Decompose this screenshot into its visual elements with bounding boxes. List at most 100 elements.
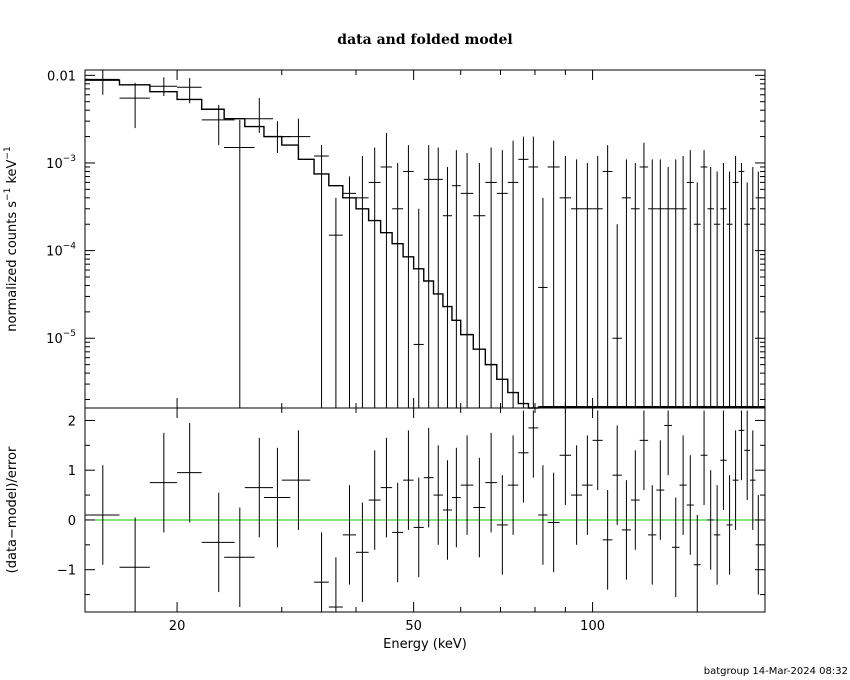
residual-point [263,447,291,548]
residual-point [356,502,369,603]
data-point [518,136,529,408]
residual-point [547,472,560,573]
data-point [368,147,381,408]
data-point [413,208,424,408]
residual-point [496,475,508,575]
chart-title: data and folded model [337,32,512,48]
residual-point [119,517,150,612]
data-point [671,159,680,408]
data-point [693,182,701,408]
residual-point [693,514,701,612]
data-point [679,156,687,408]
residual-point [507,435,519,535]
data-point [732,156,739,408]
residual-point [571,445,583,545]
data-point [582,162,593,408]
data-point [442,166,452,408]
y-tick-label: 10−3 [46,154,76,172]
spectrum-y-axis-label: normalized counts s−1 keV−1 [3,146,20,331]
residual-point [177,422,202,523]
residual-point [460,435,474,535]
residual-point [602,490,613,590]
x-axis-label: Energy (keV) [383,637,467,652]
residual-point [679,435,687,535]
y-tick-label: 1 [68,464,76,479]
data-point [314,145,329,408]
residual-point [732,430,739,530]
data-point [559,156,572,408]
data-point [750,166,756,408]
residual-point [738,410,745,481]
residual-point [744,410,751,501]
residual-point [700,410,708,506]
residual-point [149,432,178,533]
data-point [342,176,357,408]
data-point [707,166,714,408]
residual-point [423,427,434,528]
residual-point [582,435,593,535]
residual-point [342,485,357,585]
residual-data-crosses [85,410,761,612]
residual-point [592,410,603,491]
y-tick-exponent: −3 [63,154,76,164]
residual-point [630,450,640,550]
residual-point [413,477,424,578]
data-point [713,171,721,408]
data-point [201,104,235,146]
data-point [547,140,560,408]
residual-point [713,485,721,585]
data-point [664,166,672,408]
data-point [356,156,369,408]
data-point [720,162,727,408]
data-point [592,156,603,408]
residual-point [559,410,572,506]
residual-point [451,447,461,548]
residual-point [85,465,120,565]
residual-point [314,532,329,612]
data-point [496,150,508,408]
y-tick-label: 10−5 [46,329,76,347]
residual-point [392,482,404,583]
x-tick-label: 100 [580,619,605,634]
residual-point [621,480,631,580]
residual-point [380,437,393,538]
data-point [726,171,733,408]
residual-axes-ticks: 2 1 0 −1 20 50 100 [57,408,765,634]
data-point [392,162,404,408]
data-point [648,159,657,408]
data-point [224,119,255,408]
y-tick-label: 10−4 [46,242,76,260]
data-point [85,70,120,95]
data-point [433,147,443,408]
data-point [656,159,665,408]
data-point [700,150,708,408]
residual-point [720,410,727,510]
data-point [630,162,640,408]
residual-point [671,497,680,598]
residual-point [433,445,443,545]
data-point [612,224,622,408]
ylabel-main: normalized counts s [5,201,20,332]
data-point [538,197,548,408]
x-tick-label: 20 [169,619,186,634]
residual-point [726,475,733,575]
y-tick-exponent: −4 [63,242,77,252]
residual-point [201,492,235,593]
residual-point [442,460,452,560]
data-point [423,145,434,408]
residual-point [639,410,649,491]
y-tick-label: 0.01 [47,69,76,84]
residual-point [612,425,622,525]
residual-point [403,430,414,530]
residual-point [244,437,274,538]
residual-point [707,470,714,570]
y-tick-base: 10 [46,245,63,260]
spectrum-panel-frame [84,69,766,409]
footer-stamp: batgroup 14-Mar-2024 08:32 [704,666,848,677]
data-point [328,197,343,408]
data-point [244,98,274,133]
residual-point [664,410,672,476]
